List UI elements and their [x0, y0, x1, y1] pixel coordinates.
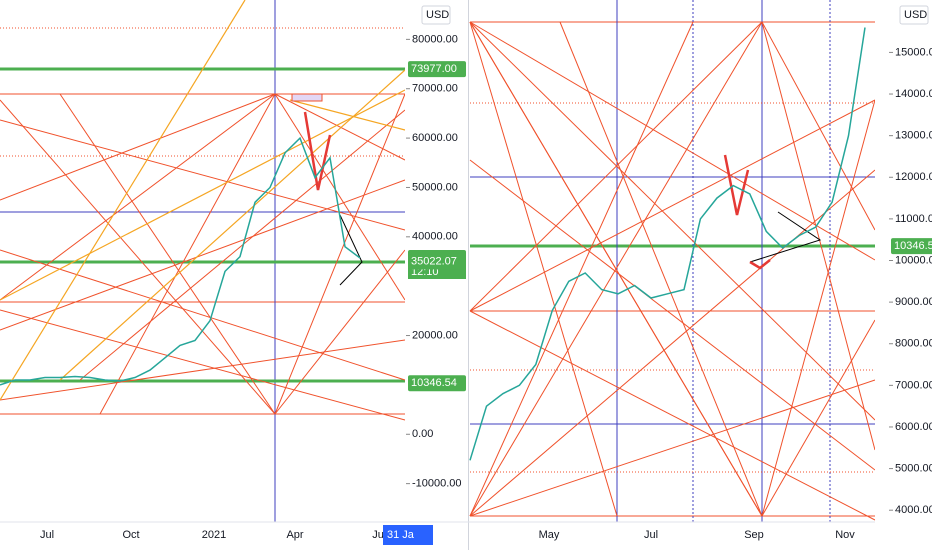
right-price-axis — [875, 0, 932, 550]
price-tag — [408, 253, 466, 270]
price-axis-label: 10000.00 — [895, 254, 932, 266]
currency: USD — [904, 9, 927, 21]
price-tag — [408, 375, 466, 392]
price-tag — [891, 238, 932, 255]
price-axis-label: 60000.00 — [412, 132, 458, 144]
currency-box — [899, 5, 929, 25]
price-axis-label: 5000.00 — [895, 462, 932, 474]
time-axis-label: 2021 — [202, 529, 226, 541]
price-axis-label: 12000.00 — [895, 171, 932, 183]
price-axis-label: 50000.00 — [412, 181, 458, 193]
time-axis-label: Nov — [835, 529, 855, 541]
price-axis-label: 13000.00 — [895, 130, 932, 142]
price-axis-label: 70000.00 — [412, 83, 458, 95]
cursor-date-box — [383, 525, 433, 545]
time-axis-label: Oct — [122, 529, 139, 541]
time-axis-label: Ju — [372, 529, 384, 541]
currency: USD — [426, 9, 449, 21]
price-axis-label: 6000.00 — [895, 421, 932, 433]
time-axis-label: May — [539, 529, 560, 541]
price-axis-label: 80000.00 — [412, 33, 458, 45]
time-axis-label: Jul — [644, 529, 658, 541]
price-axis-label: 4000.00 — [895, 504, 932, 516]
price-axis-label: 14000.00 — [895, 88, 932, 100]
price-tag-label: 73977.00 — [411, 63, 457, 75]
time-axis-label: Jul — [40, 529, 54, 541]
price-axis-label: 40000.00 — [412, 231, 458, 243]
price-tag-label: 35022.07 — [411, 255, 457, 267]
cursor-date: 31 Ja — [387, 529, 415, 541]
price-tag — [408, 61, 466, 78]
price-line — [469, 27, 866, 461]
price-axis-label: -10000.00 — [412, 478, 462, 490]
price-axis-label: 9000.00 — [895, 296, 932, 308]
price-axis-label: 11000.00 — [895, 213, 932, 225]
currency-box — [421, 5, 451, 25]
price-tag-label: 10346.54 — [411, 377, 457, 389]
price-axis-label: 20000.00 — [412, 329, 458, 341]
time-axis-label: Apr — [286, 529, 303, 541]
left-drawings — [0, 0, 406, 522]
right-drawings — [468, 0, 876, 550]
price-tag-label: 10346.54 — [894, 240, 932, 252]
price-axis-label: 0.00 — [412, 428, 433, 440]
price-line — [0, 136, 361, 386]
price-axis-label: 8000.00 — [895, 338, 932, 350]
price-axis-label: 7000.00 — [895, 379, 932, 391]
price-axis-label: 15000.00 — [895, 46, 932, 58]
time-axis-label: Sep — [744, 529, 764, 541]
